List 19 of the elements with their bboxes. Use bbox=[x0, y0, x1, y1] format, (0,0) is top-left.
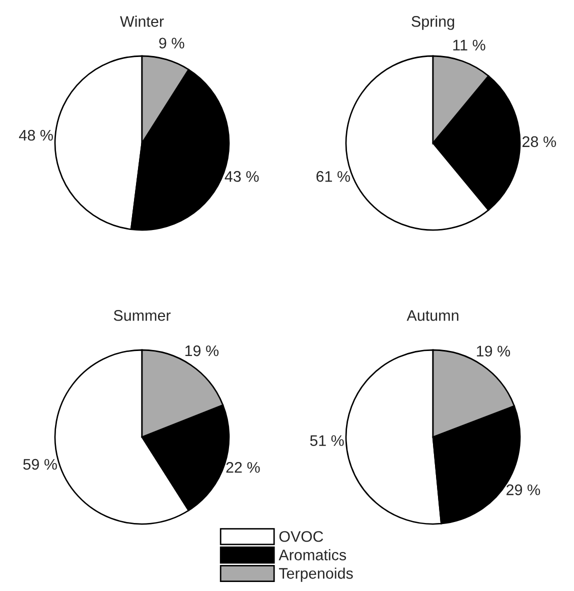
data-label: 61 % bbox=[316, 171, 350, 182]
legend-label: OVOC bbox=[279, 531, 324, 542]
chart-title: Summer bbox=[114, 310, 171, 321]
data-label: 22 % bbox=[226, 462, 260, 473]
chart-title: Autumn bbox=[406, 310, 458, 321]
data-label: 19 % bbox=[185, 345, 219, 356]
data-label: 59 % bbox=[23, 458, 57, 470]
data-label: 28 % bbox=[522, 136, 556, 148]
legend-label: Terpenoids bbox=[279, 568, 353, 582]
data-label: 43 % bbox=[224, 171, 259, 182]
data-label: 9 % bbox=[159, 38, 184, 49]
data-label: 29 % bbox=[506, 484, 540, 496]
legend-label: Aromatics bbox=[278, 549, 346, 560]
chart-title: Spring bbox=[412, 16, 454, 30]
data-label: 51 % bbox=[310, 435, 344, 446]
data-label: 11 % bbox=[453, 40, 486, 50]
chart-title: Winter bbox=[120, 16, 164, 27]
data-label: 48 % bbox=[19, 130, 53, 141]
data-label: 19 % bbox=[476, 346, 510, 357]
